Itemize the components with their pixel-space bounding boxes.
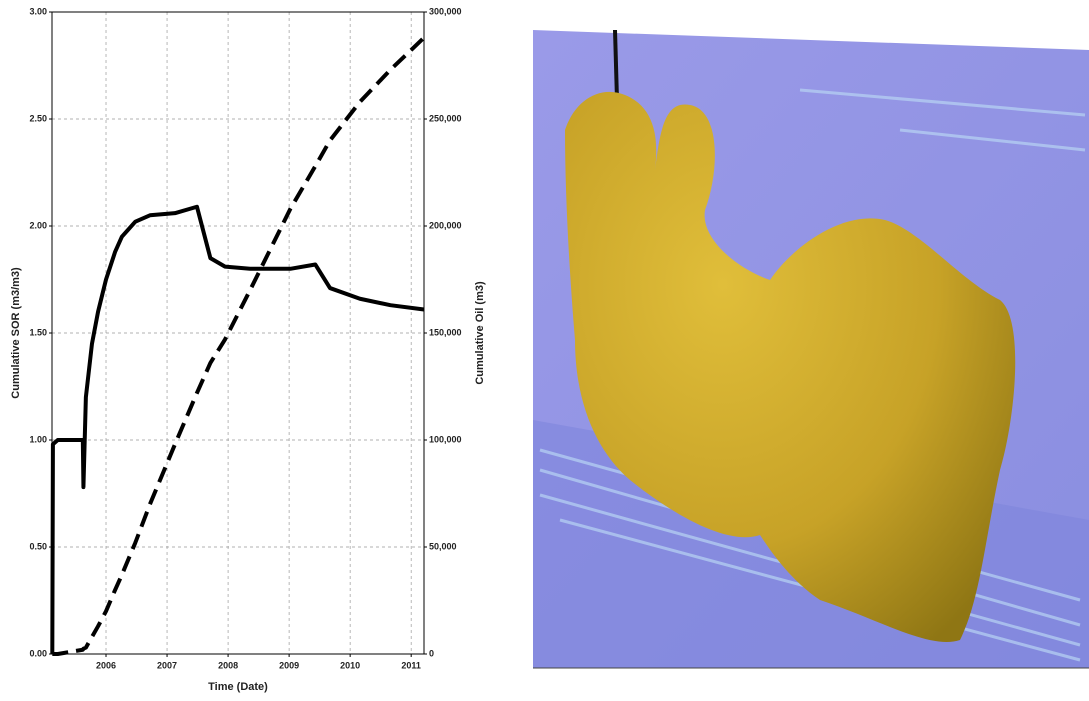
page: {"chart_data": {"type": "line", "x_label… (0, 0, 1089, 696)
x-tick-label: 2011 (401, 660, 421, 670)
y2-tick-label: 200,000 (429, 220, 462, 230)
well (615, 30, 617, 100)
x-tick-label: 2007 (157, 660, 177, 670)
reservoir-view (533, 30, 1089, 668)
series-line (52, 207, 424, 654)
x-tick-label: 2006 (96, 660, 116, 670)
y-tick-label: 0.50 (29, 541, 47, 551)
y2-tick-label: 0 (429, 648, 434, 658)
y-tick-label: 1.50 (29, 327, 47, 337)
y2-tick-label: 250,000 (429, 113, 462, 123)
y2-tick-label: 50,000 (429, 541, 457, 551)
x-tick-label: 2008 (218, 660, 238, 670)
y2-tick-label: 100,000 (429, 434, 462, 444)
y2-tick-label: 150,000 (429, 327, 462, 337)
y-tick-label: 2.00 (29, 220, 47, 230)
y-tick-label: 3.00 (29, 6, 47, 16)
y-tick-label: 0.00 (29, 648, 47, 658)
y2-axis-title: Cumulative Oil (m3) (474, 281, 486, 385)
x-tick-label: 2009 (279, 660, 299, 670)
y-tick-label: 2.50 (29, 113, 47, 123)
y-axis-title: Cumulative SOR (m3/m3) (10, 267, 22, 399)
x-axis-title: Time (Date) (208, 681, 268, 693)
x-tick-label: 2010 (340, 660, 360, 670)
series-line (52, 38, 424, 654)
figure: Time (Date) Cumulative SOR (m3/m3) Cumul… (0, 0, 1089, 696)
y-tick-label: 1.00 (29, 434, 47, 444)
y2-tick-label: 300,000 (429, 6, 462, 16)
